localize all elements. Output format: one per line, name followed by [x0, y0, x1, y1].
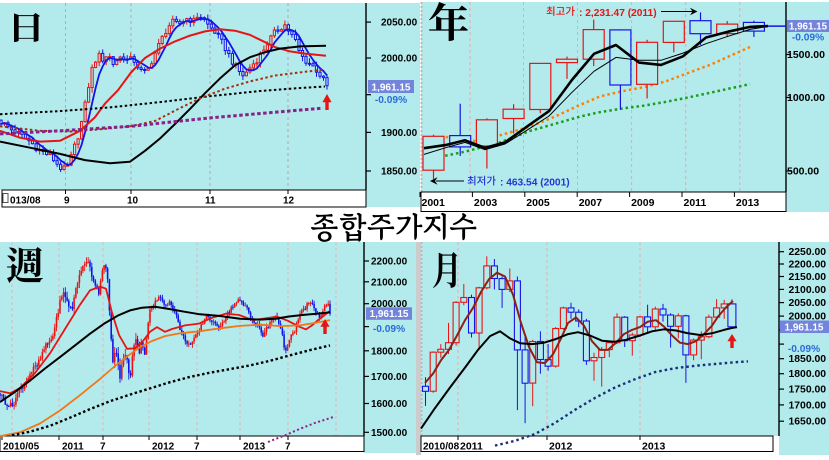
- svg-text:1900.00: 1900.00: [381, 128, 418, 139]
- svg-text:12: 12: [283, 196, 295, 207]
- svg-text:2012: 2012: [549, 441, 573, 453]
- svg-text:1,961.15: 1,961.15: [789, 21, 828, 32]
- svg-text:500.00: 500.00: [787, 166, 819, 178]
- svg-text:2000.00: 2000.00: [381, 54, 418, 65]
- svg-text:: 2,231.47 (2011): : 2,231.47 (2011): [579, 8, 657, 19]
- svg-text:: 463.54 (2001): : 463.54 (2001): [500, 178, 570, 189]
- svg-text:7: 7: [194, 442, 200, 453]
- svg-text:2003: 2003: [474, 197, 498, 209]
- svg-text:2200.00: 2200.00: [371, 257, 408, 268]
- svg-text:1600.00: 1600.00: [371, 399, 408, 410]
- svg-text:1,961.15: 1,961.15: [372, 83, 411, 94]
- svg-text:-0.09%: -0.09%: [788, 344, 820, 355]
- svg-text:1500.00: 1500.00: [787, 49, 825, 61]
- svg-text:1800.00: 1800.00: [371, 346, 408, 357]
- svg-text:2013: 2013: [642, 441, 666, 453]
- svg-text:2011: 2011: [460, 441, 483, 453]
- svg-text:-0.09%: -0.09%: [373, 324, 405, 335]
- svg-text:1850.00: 1850.00: [381, 167, 418, 178]
- svg-text:2005: 2005: [526, 197, 550, 209]
- svg-text:2001: 2001: [422, 197, 446, 209]
- svg-text:2050.00: 2050.00: [381, 18, 418, 29]
- svg-text:2011: 2011: [684, 197, 707, 209]
- svg-text:2011: 2011: [62, 442, 84, 453]
- svg-text:1000.00: 1000.00: [787, 92, 825, 104]
- svg-text:1650.00: 1650.00: [789, 417, 827, 428]
- svg-text:2009: 2009: [631, 197, 655, 209]
- svg-text:10: 10: [127, 196, 139, 207]
- svg-text:1750.00: 1750.00: [789, 385, 827, 396]
- svg-text:2000.00: 2000.00: [371, 299, 408, 310]
- svg-text:2150.00: 2150.00: [789, 272, 827, 283]
- svg-text:2013: 2013: [736, 197, 760, 209]
- svg-text:2050.00: 2050.00: [789, 298, 827, 309]
- svg-text:1500.00: 1500.00: [371, 428, 408, 439]
- svg-text:1700.00: 1700.00: [371, 372, 408, 383]
- svg-text:-0.09%: -0.09%: [375, 95, 407, 106]
- svg-text:2007: 2007: [579, 197, 603, 209]
- svg-text:013/08: 013/08: [10, 196, 41, 207]
- svg-text:11: 11: [205, 196, 216, 207]
- svg-text:2012: 2012: [152, 442, 175, 453]
- svg-text:1700.00: 1700.00: [789, 400, 827, 411]
- svg-text:2010/08: 2010/08: [423, 442, 460, 453]
- svg-text:2200.00: 2200.00: [789, 260, 827, 271]
- svg-text:9: 9: [64, 196, 70, 207]
- svg-text:2000.00: 2000.00: [789, 312, 827, 323]
- svg-text:7: 7: [285, 442, 291, 453]
- svg-text:2250.00: 2250.00: [789, 247, 827, 258]
- svg-text:2100.00: 2100.00: [371, 277, 408, 288]
- svg-text:1800.00: 1800.00: [789, 369, 827, 380]
- svg-text:1850.00: 1850.00: [789, 354, 827, 365]
- svg-text:2100.00: 2100.00: [789, 285, 827, 296]
- svg-text:-0.09%: -0.09%: [792, 33, 824, 44]
- svg-text:7: 7: [100, 442, 106, 453]
- svg-text:2010/05: 2010/05: [3, 442, 40, 453]
- svg-text:1,961.15: 1,961.15: [370, 309, 409, 320]
- svg-text:2013: 2013: [243, 442, 266, 453]
- svg-text:1,961.15: 1,961.15: [785, 322, 824, 333]
